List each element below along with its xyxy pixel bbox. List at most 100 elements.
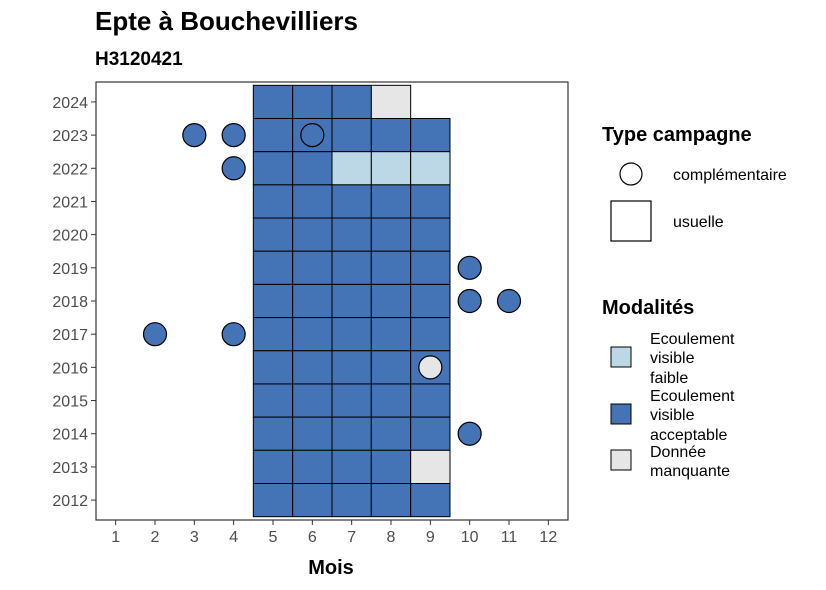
- tile-2013-6: [292, 449, 333, 484]
- tile-2016-5: [252, 350, 294, 385]
- tiles-layer: [252, 84, 451, 518]
- tile-2018-7: [331, 283, 372, 319]
- tile-2017-7: [331, 317, 372, 352]
- tile-2014-6: [292, 416, 333, 451]
- tile-2024-6: [292, 84, 333, 120]
- tile-2013-7: [331, 449, 372, 484]
- tile-2020-8: [370, 217, 412, 252]
- tile-2021-9: [410, 184, 451, 219]
- tile-2013-9: [410, 449, 451, 484]
- point-2019-10: [457, 255, 482, 280]
- legend-swatch-manquante: [610, 449, 632, 471]
- tile-2023-5: [252, 118, 294, 153]
- legend-modalites-title: Modalités: [602, 297, 694, 319]
- tile-2021-7: [331, 184, 372, 219]
- x-tick-label-11: 11: [501, 529, 518, 546]
- point-2022-4: [221, 156, 246, 181]
- legend-label-manquante-2: manquante: [650, 463, 730, 480]
- point-2018-10: [457, 288, 482, 314]
- tile-2012-9: [410, 483, 451, 518]
- tile-2016-6: [292, 350, 333, 385]
- y-tick-label-2022: 2022: [52, 161, 88, 178]
- x-tick-label-5: 5: [269, 529, 278, 546]
- legend-key-circle: [619, 162, 643, 186]
- tile-2020-7: [331, 217, 372, 252]
- legend-type-title: Type campagne: [602, 124, 752, 146]
- legend-key-square: [610, 200, 652, 242]
- tile-2022-6: [292, 151, 333, 186]
- tile-2015-6: [292, 383, 333, 418]
- tile-2017-9: [410, 317, 451, 352]
- tile-2018-8: [370, 283, 412, 319]
- tile-2013-8: [370, 449, 412, 484]
- point-2014-10: [457, 421, 482, 446]
- y-tick-label-2020: 2020: [52, 228, 88, 245]
- points-layer: [142, 122, 522, 446]
- legend-label-acceptable-2: visible: [650, 407, 695, 424]
- x-tick-label-2: 2: [151, 529, 160, 546]
- tile-2017-5: [252, 317, 294, 352]
- x-tick-label-3: 3: [190, 529, 199, 546]
- y-tick-label-2017: 2017: [52, 327, 88, 344]
- tile-2019-8: [370, 250, 412, 285]
- legend-swatch-faible: [610, 346, 632, 368]
- x-tick-label-9: 9: [426, 529, 435, 546]
- x-tick-label-6: 6: [308, 529, 317, 546]
- tile-2012-5: [252, 483, 294, 518]
- legend-label-faible-1: Ecoulement: [650, 331, 735, 348]
- tile-2018-6: [292, 283, 333, 319]
- y-tick-label-2019: 2019: [52, 261, 88, 278]
- tile-2018-9: [410, 283, 451, 319]
- tile-2015-8: [370, 383, 412, 418]
- tile-2023-9: [410, 118, 451, 153]
- x-tick-label-10: 10: [461, 529, 479, 546]
- tile-2021-8: [370, 184, 412, 219]
- tile-2017-8: [370, 317, 412, 352]
- x-axis-title: Mois: [308, 557, 354, 579]
- tile-2022-7: [331, 151, 372, 186]
- legend-label-acceptable-1: Ecoulement: [650, 388, 735, 405]
- legend-type-campagne: Type campagne complémentaire usuelle: [602, 124, 787, 242]
- legend-label-usuelle: usuelle: [673, 214, 724, 231]
- tile-2014-5: [252, 416, 294, 451]
- y-tick-label-2014: 2014: [52, 427, 88, 444]
- y-tick-label-2021: 2021: [52, 194, 88, 211]
- tile-2020-5: [252, 217, 294, 252]
- point-2023-6: [300, 122, 325, 148]
- tile-2022-5: [252, 151, 294, 186]
- tile-2012-7: [331, 483, 372, 518]
- y-axis: 2012 2013 2014 2015 2016 2017 2018 2019 2020 2021…: [52, 95, 96, 510]
- tile-2022-8: [370, 151, 412, 186]
- tile-2012-8: [370, 483, 412, 518]
- x-tick-label-4: 4: [229, 529, 238, 546]
- plot-area: [95, 81, 569, 521]
- legend-swatch-acceptable: [610, 403, 632, 425]
- y-tick-label-2024: 2024: [52, 95, 88, 112]
- tile-2018-5: [252, 283, 294, 319]
- tile-2015-9: [410, 383, 451, 418]
- tile-2024-7: [331, 84, 372, 120]
- tile-2024-8: [370, 84, 412, 120]
- x-tick-label-7: 7: [347, 529, 356, 546]
- legend-label-faible-3: faible: [650, 370, 688, 387]
- tile-2019-5: [252, 250, 294, 285]
- y-tick-label-2023: 2023: [52, 128, 88, 145]
- tile-2023-8: [370, 118, 412, 153]
- tile-2012-6: [292, 483, 333, 518]
- tile-2017-6: [292, 317, 333, 352]
- tile-2014-7: [331, 416, 372, 451]
- y-tick-label-2015: 2015: [52, 394, 88, 411]
- tile-2016-7: [331, 350, 372, 385]
- x-tick-label-1: 1: [111, 529, 120, 546]
- tile-2020-6: [292, 217, 333, 252]
- tile-2024-5: [252, 84, 294, 120]
- tile-2014-9: [410, 416, 451, 451]
- point-2016-9: [418, 355, 443, 380]
- tile-2019-6: [292, 250, 333, 285]
- point-2018-11: [496, 288, 522, 314]
- legend-modalites: Modalités Ecoulement visible faible Ecou…: [602, 297, 735, 480]
- tile-2014-8: [370, 416, 412, 451]
- chart-subtitle: H3120421: [95, 49, 183, 70]
- legend-label-faible-2: visible: [650, 350, 695, 367]
